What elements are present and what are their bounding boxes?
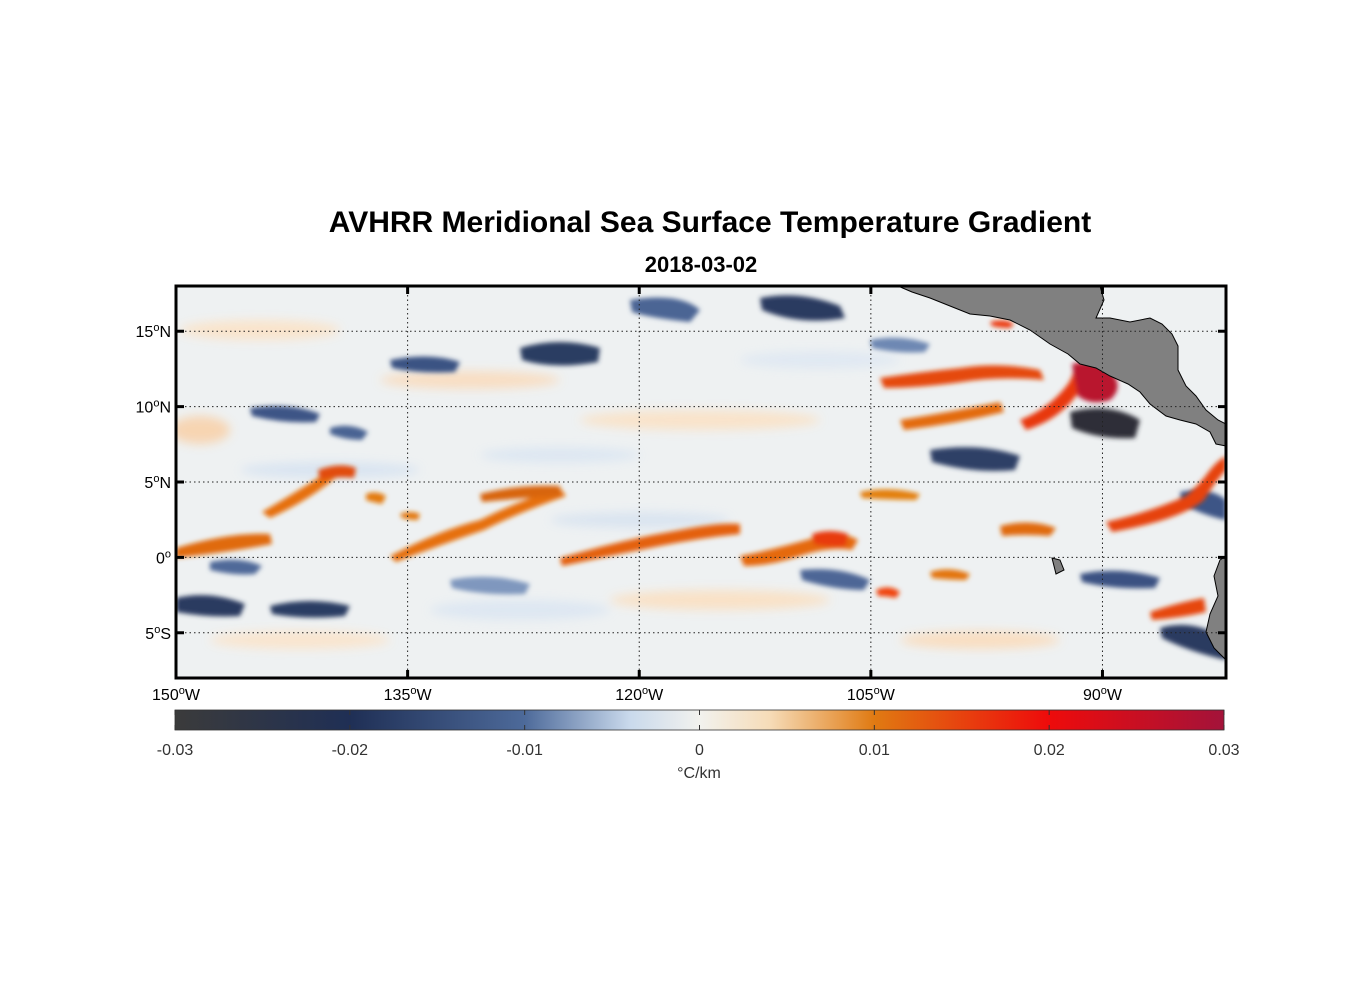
lon-label: 120oW bbox=[615, 685, 664, 704]
positive-gradient-features bbox=[176, 320, 1226, 620]
lat-label: 5oN bbox=[144, 473, 171, 492]
lon-label: 105oW bbox=[847, 685, 896, 704]
colorbar-tick-label: -0.02 bbox=[332, 742, 369, 759]
frame-ticks bbox=[174, 286, 1226, 678]
map-plot-area bbox=[176, 286, 1226, 678]
lon-label: 135oW bbox=[384, 685, 433, 704]
latitude-labels: 15oN 10oN 5oN 0o 5oS bbox=[136, 322, 171, 643]
colorbar-tick-label: 0.03 bbox=[1208, 742, 1239, 759]
lon-label: 90oW bbox=[1083, 685, 1123, 704]
colorbar-tick-label: 0.02 bbox=[1034, 742, 1065, 759]
longitude-labels: 150oW 135oW 120oW 105oW 90oW bbox=[152, 685, 1123, 704]
lon-label: 150oW bbox=[152, 685, 201, 704]
colorbar-units: °C/km bbox=[677, 765, 721, 782]
lat-label: 0o bbox=[156, 548, 171, 567]
colorbar-ticks: -0.03 -0.02 -0.01 0 0.01 0.02 0.03 bbox=[157, 710, 1240, 759]
lat-label: 15oN bbox=[136, 322, 171, 341]
ocean-background bbox=[176, 286, 1226, 678]
chart-title: AVHRR Meridional Sea Surface Temperature… bbox=[328, 206, 1092, 239]
weak-gradient-field bbox=[176, 320, 1060, 649]
colorbar-tick-label: 0.01 bbox=[859, 742, 890, 759]
colorbar-tick-label: 0 bbox=[695, 742, 704, 759]
colorbar-tick-label: -0.03 bbox=[157, 742, 194, 759]
colorbar-tick-label: -0.01 bbox=[506, 742, 543, 759]
lat-label: 10oN bbox=[136, 398, 171, 417]
lat-label: 5oS bbox=[145, 624, 171, 643]
chart-subtitle: 2018-03-02 bbox=[644, 252, 758, 277]
